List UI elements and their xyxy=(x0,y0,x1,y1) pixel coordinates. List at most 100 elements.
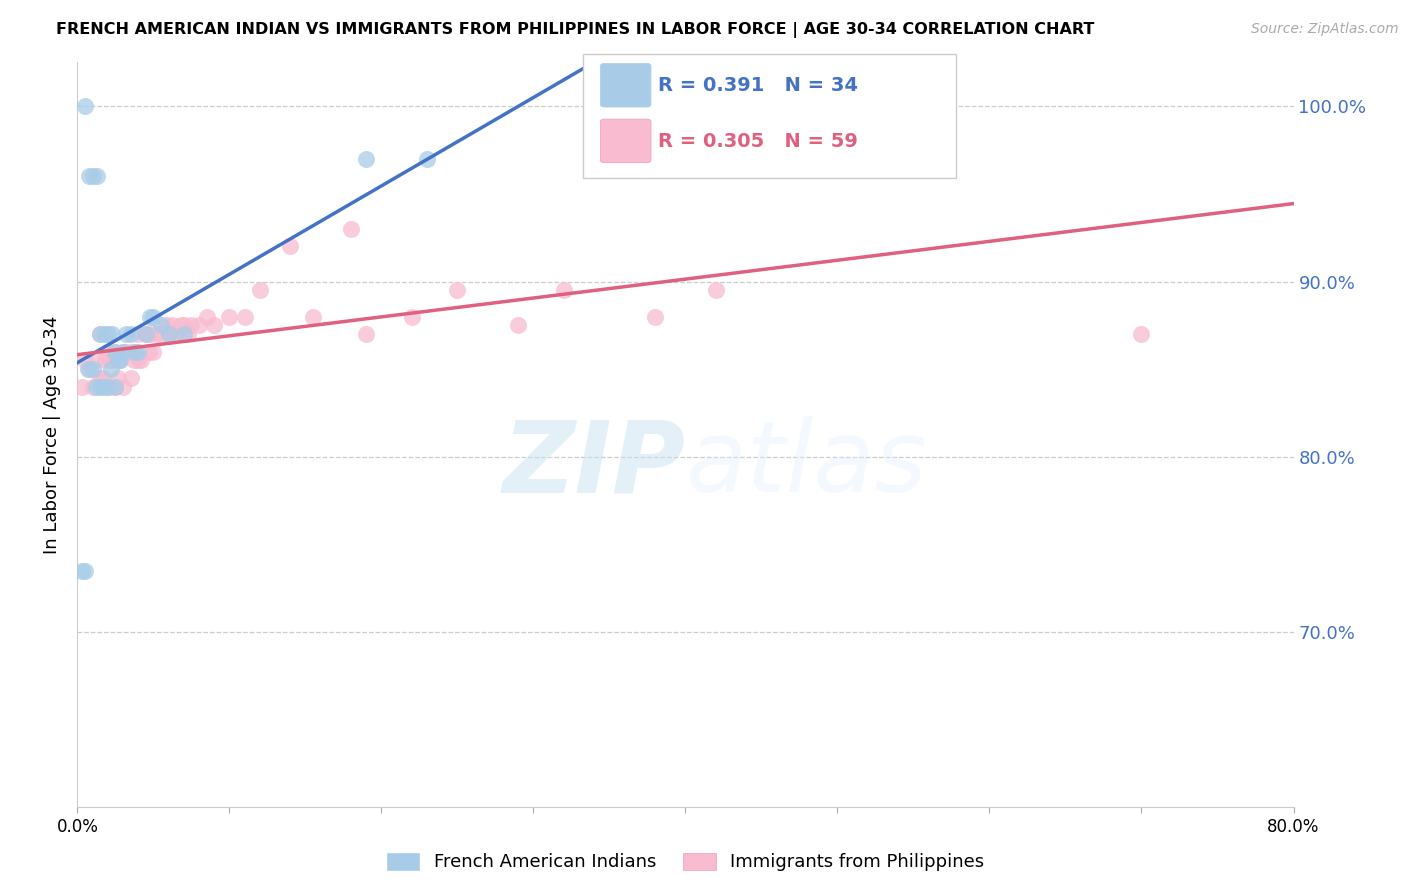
Point xyxy=(84,353,107,368)
Point xyxy=(145,327,167,342)
Point xyxy=(101,353,124,368)
Point xyxy=(218,310,240,324)
Point xyxy=(416,152,439,166)
Point xyxy=(157,327,180,342)
Text: atlas: atlas xyxy=(686,417,927,513)
Point xyxy=(202,318,225,333)
Point xyxy=(195,310,218,324)
Point xyxy=(70,379,93,393)
Point xyxy=(135,327,157,342)
Point xyxy=(139,310,162,324)
Point xyxy=(508,318,530,333)
Point xyxy=(89,327,111,342)
Point xyxy=(124,344,146,359)
Point xyxy=(142,310,165,324)
Point xyxy=(180,318,202,333)
Point xyxy=(165,327,187,342)
Point xyxy=(173,318,195,333)
Point xyxy=(138,344,160,359)
Text: FRENCH AMERICAN INDIAN VS IMMIGRANTS FROM PHILIPPINES IN LABOR FORCE | AGE 30-34: FRENCH AMERICAN INDIAN VS IMMIGRANTS FRO… xyxy=(56,22,1095,38)
Point xyxy=(104,379,127,393)
Point xyxy=(77,362,100,376)
Point xyxy=(89,371,111,385)
Point xyxy=(157,327,180,342)
Point xyxy=(101,327,124,342)
Point xyxy=(127,353,149,368)
Point xyxy=(108,353,131,368)
Point xyxy=(97,344,120,359)
Point xyxy=(149,318,172,333)
Point xyxy=(354,152,377,166)
Point xyxy=(173,327,195,342)
Point xyxy=(124,344,146,359)
Point xyxy=(82,169,104,184)
Point xyxy=(446,283,468,297)
Point xyxy=(107,371,129,385)
Point xyxy=(142,344,165,359)
Text: R = 0.391   N = 34: R = 0.391 N = 34 xyxy=(658,77,858,95)
Point xyxy=(120,344,142,359)
Point xyxy=(104,379,127,393)
Point xyxy=(91,379,114,393)
Point xyxy=(73,353,96,368)
Point xyxy=(73,564,96,578)
Point xyxy=(129,353,152,368)
Point xyxy=(79,362,101,376)
Point xyxy=(160,318,183,333)
Point xyxy=(120,327,142,342)
Point xyxy=(644,310,666,324)
Point xyxy=(89,327,111,342)
Point xyxy=(1130,327,1153,342)
Point xyxy=(91,371,114,385)
Point xyxy=(93,327,115,342)
Point xyxy=(553,283,575,297)
Point xyxy=(70,564,93,578)
Point xyxy=(97,327,120,342)
Point xyxy=(97,379,120,393)
Point xyxy=(111,379,134,393)
Point xyxy=(302,310,325,324)
Point xyxy=(100,362,122,376)
Point xyxy=(120,371,142,385)
Point xyxy=(233,310,256,324)
Point xyxy=(111,344,134,359)
Point xyxy=(115,327,138,342)
Point xyxy=(704,283,727,297)
Point xyxy=(73,99,96,113)
Point xyxy=(278,239,301,253)
Point xyxy=(354,327,377,342)
Point xyxy=(122,353,145,368)
Text: ZIP: ZIP xyxy=(502,417,686,513)
Point xyxy=(139,327,162,342)
Point xyxy=(104,344,127,359)
Point xyxy=(177,327,200,342)
Point xyxy=(108,353,131,368)
Point xyxy=(155,318,177,333)
Point xyxy=(149,327,172,342)
Point xyxy=(84,379,107,393)
Point xyxy=(89,379,111,393)
Y-axis label: In Labor Force | Age 30-34: In Labor Force | Age 30-34 xyxy=(44,316,62,554)
Point xyxy=(82,379,104,393)
Point xyxy=(79,169,101,184)
Point xyxy=(97,379,120,393)
Point xyxy=(107,353,129,368)
Point xyxy=(82,362,104,376)
Point xyxy=(104,344,127,359)
Text: Source: ZipAtlas.com: Source: ZipAtlas.com xyxy=(1251,22,1399,37)
Point xyxy=(100,353,122,368)
Point xyxy=(188,318,211,333)
Point xyxy=(401,310,423,324)
Point xyxy=(135,327,157,342)
Point xyxy=(170,318,193,333)
Point xyxy=(127,344,149,359)
Text: R = 0.305   N = 59: R = 0.305 N = 59 xyxy=(658,132,858,151)
Point xyxy=(86,169,108,184)
Point xyxy=(111,344,134,359)
Point xyxy=(115,344,138,359)
Point xyxy=(127,327,149,342)
Legend: French American Indians, Immigrants from Philippines: French American Indians, Immigrants from… xyxy=(380,846,991,879)
Point xyxy=(856,134,879,148)
Point xyxy=(93,353,115,368)
Point xyxy=(340,222,363,236)
